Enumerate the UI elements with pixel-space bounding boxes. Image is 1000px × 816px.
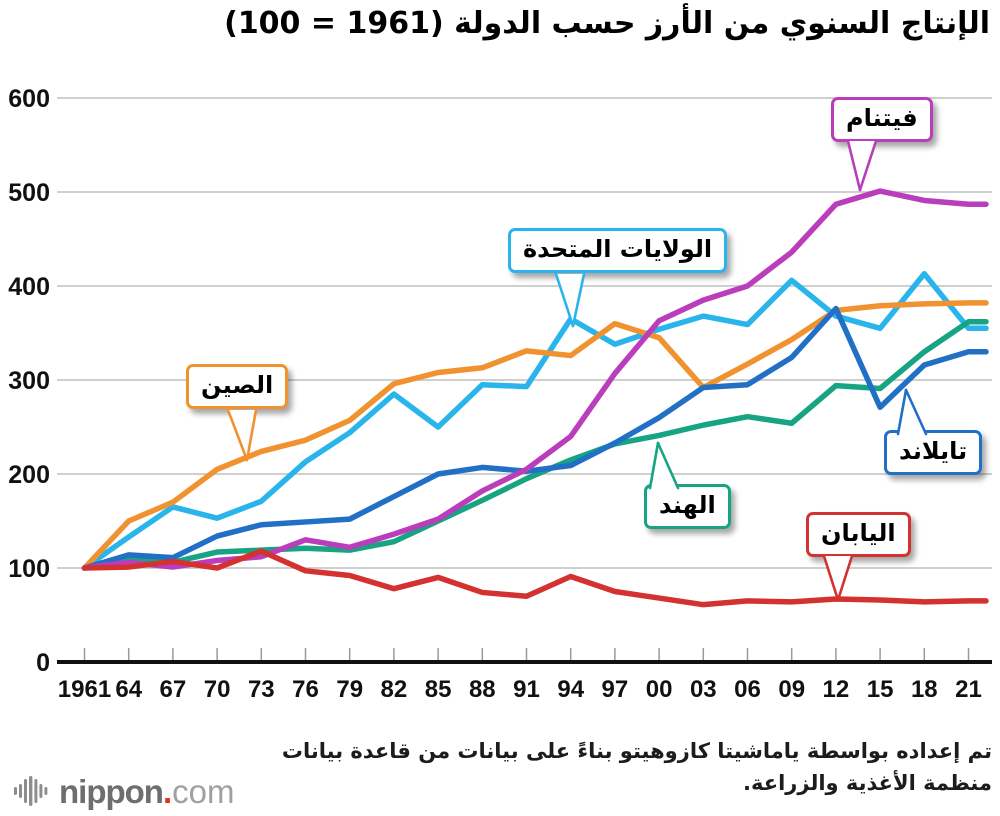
x-axis-label-00: 00 — [646, 676, 673, 703]
x-axis-label-88: 88 — [469, 676, 496, 703]
callout-tail-edge — [571, 272, 586, 328]
callout-tail-edge — [836, 554, 854, 602]
country-label-vietnam: فيتنام — [831, 97, 933, 142]
chart-title: الإنتاج السنوي من الأرز حسب الدولة (1961… — [224, 6, 990, 41]
callout-tail-edge — [648, 441, 660, 490]
x-axis-label-09: 09 — [778, 676, 805, 703]
y-axis-label-600: 600 — [8, 85, 50, 113]
x-axis-label-12: 12 — [823, 676, 850, 703]
country-label-thailand: تايلاند — [884, 430, 983, 475]
x-axis-label-18: 18 — [911, 676, 938, 703]
x-axis-label-82: 82 — [381, 676, 408, 703]
x-axis-label-64: 64 — [115, 676, 142, 703]
callout-tail-edge — [858, 139, 878, 192]
x-axis-line — [57, 660, 992, 664]
callout-tail-edge — [245, 408, 258, 462]
callout-tail-japan — [824, 556, 852, 600]
logo-tld: com — [172, 772, 235, 810]
x-axis-label-67: 67 — [160, 676, 187, 703]
callout-tail-vietnam — [848, 141, 876, 190]
x-axis-label-91: 91 — [513, 676, 540, 703]
y-axis-label-300: 300 — [8, 367, 50, 395]
y-axis-label-0: 0 — [36, 649, 50, 677]
y-axis-label-200: 200 — [8, 461, 50, 489]
logo-wordmark: nippon.com — [59, 775, 234, 808]
country-label-china: الصين — [186, 364, 289, 409]
country-label-text: فيتنام — [846, 104, 918, 132]
x-axis-label-06: 06 — [734, 676, 761, 703]
x-axis-label-1961: 1961 — [58, 676, 111, 703]
callout-tail-edge — [822, 554, 840, 602]
y-axis-label-500: 500 — [8, 179, 50, 207]
x-axis-label-21: 21 — [955, 676, 982, 703]
x-axis-label-73: 73 — [248, 676, 275, 703]
country-label-text: اليابان — [821, 519, 896, 547]
x-axis-label-79: 79 — [336, 676, 363, 703]
callout-tail-edge — [226, 408, 249, 462]
callout-tail-china — [228, 410, 256, 460]
country-label-text: الهند — [659, 491, 716, 519]
waveform-icon — [14, 776, 48, 806]
x-axis-label-03: 03 — [690, 676, 717, 703]
y-axis-label-400: 400 — [8, 273, 50, 301]
country-label-text: تايلاند — [899, 437, 968, 465]
country-label-usa: الولايات المتحدة — [508, 228, 728, 273]
callout-tail-thailand — [898, 390, 926, 434]
x-axis-label-15: 15 — [867, 676, 894, 703]
callout-tail-edge — [554, 272, 575, 328]
callout-tail-edge — [846, 139, 862, 192]
country-label-india: الهند — [644, 484, 731, 529]
source-note: تم إعداده بواسطة ياماشيتا كازوهيتو بناءً… — [281, 739, 992, 795]
callout-tail-india — [650, 443, 678, 488]
callout-tail-usa — [556, 274, 584, 326]
callout-tail-edge — [904, 388, 928, 436]
y-axis-label-100: 100 — [8, 555, 50, 583]
x-axis-label-97: 97 — [602, 676, 629, 703]
x-axis-label-76: 76 — [292, 676, 319, 703]
logo-dot: . — [162, 772, 173, 810]
country-label-text: الصين — [201, 371, 274, 399]
callout-tail-edge — [656, 441, 680, 490]
country-label-japan: اليابان — [806, 512, 911, 557]
callout-tail-edge — [896, 388, 908, 436]
logo-text: nippon — [59, 772, 164, 810]
line-japan — [81, 548, 989, 608]
x-axis-label-94: 94 — [557, 676, 584, 703]
country-label-text: الولايات المتحدة — [523, 235, 713, 263]
nippon-logo: nippon.com — [14, 770, 234, 812]
x-axis-label-85: 85 — [425, 676, 452, 703]
x-axis-label-70: 70 — [204, 676, 231, 703]
